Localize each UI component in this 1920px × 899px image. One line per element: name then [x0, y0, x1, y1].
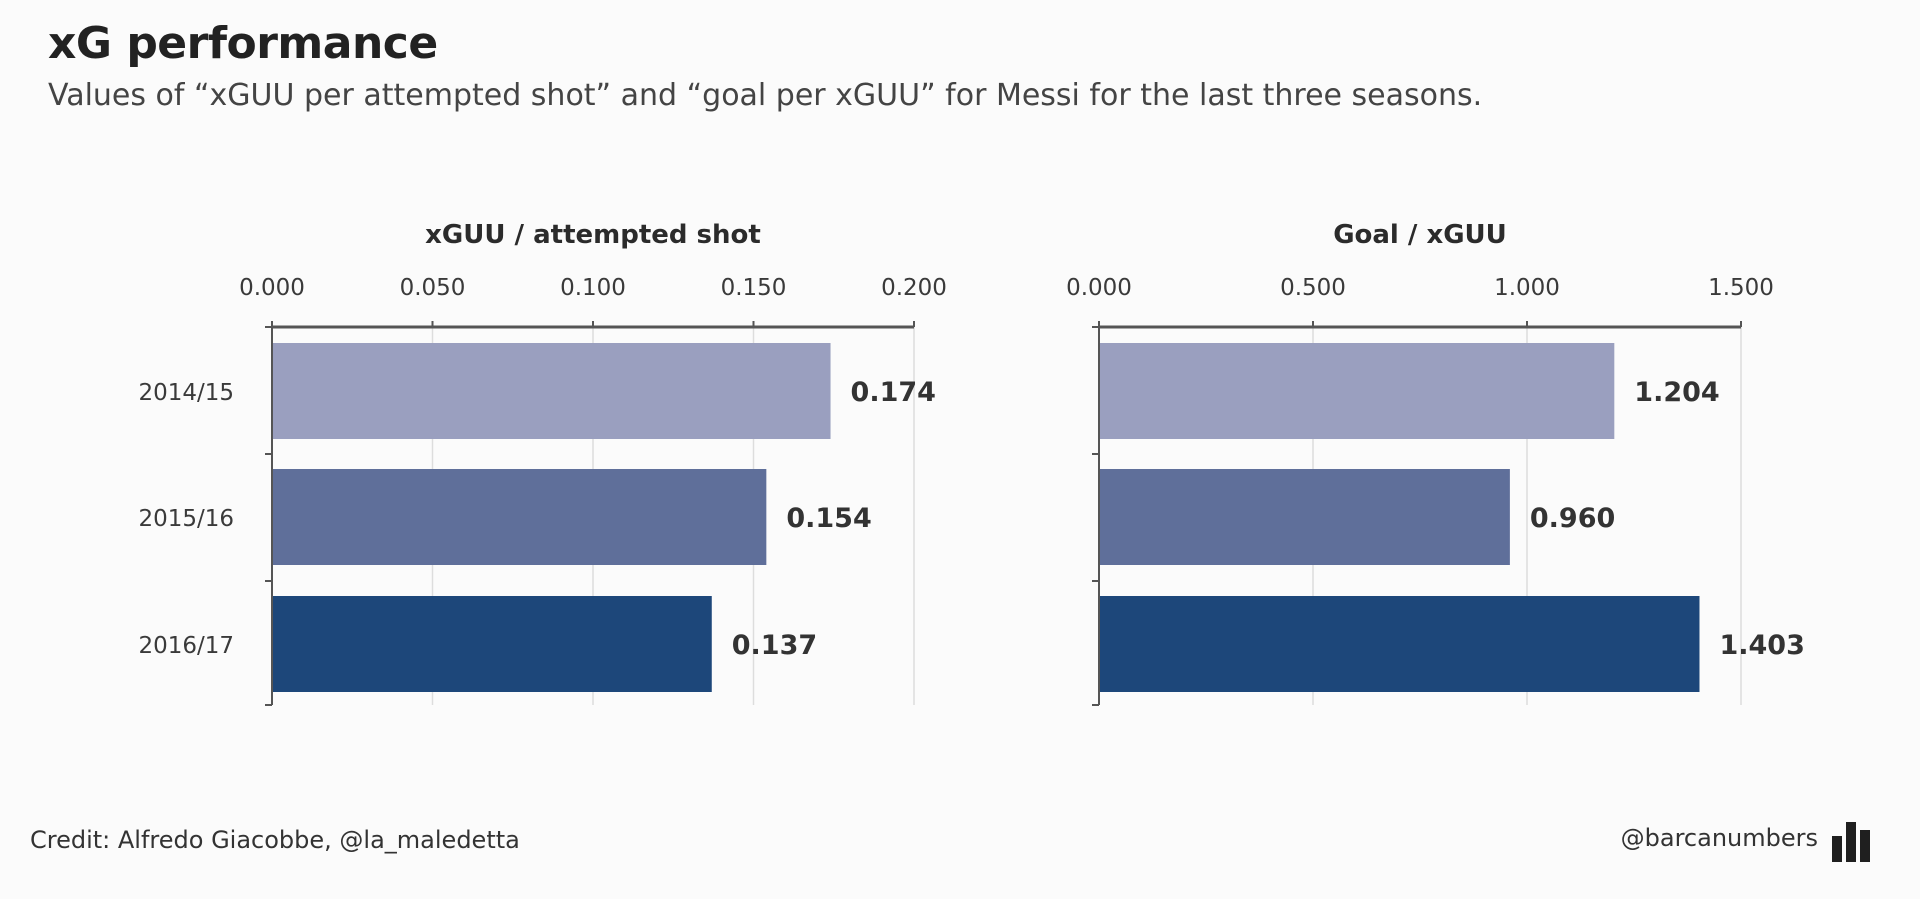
value-label: 0.174 [851, 377, 936, 408]
panel-title: xGUU / attempted shot [425, 220, 761, 250]
bar [273, 469, 767, 565]
bar [273, 343, 831, 439]
brand: @barcanumbers [1621, 814, 1870, 862]
bar [1100, 343, 1615, 439]
value-label: 1.204 [1634, 377, 1719, 408]
bar-chart-icon [1832, 814, 1870, 862]
bar [1100, 596, 1700, 692]
panel-title: Goal / xGUU [1333, 220, 1507, 250]
category-label: 2015/16 [138, 506, 234, 532]
x-tick-label: 0.000 [239, 275, 305, 301]
chart-subtitle: Values of “xGUU per attempted shot” and … [48, 78, 1483, 113]
category-label: 2014/15 [138, 380, 234, 406]
category-label: 2016/17 [138, 633, 234, 659]
x-tick-label: 1.000 [1494, 275, 1560, 301]
value-label: 0.154 [786, 503, 871, 534]
x-tick-label: 0.150 [721, 275, 787, 301]
x-tick-label: 0.200 [881, 275, 947, 301]
bar [1100, 469, 1510, 565]
value-label: 1.403 [1719, 630, 1804, 661]
x-tick-label: 0.050 [400, 275, 466, 301]
chart-title: xG performance [48, 18, 438, 69]
x-tick-label: 0.000 [1066, 275, 1132, 301]
x-tick-label: 0.100 [560, 275, 626, 301]
bar [273, 596, 712, 692]
brand-handle: @barcanumbers [1620, 824, 1818, 852]
credit-line: Credit: Alfredo Giacobbe, @la_maledetta [30, 826, 520, 854]
value-label: 0.137 [732, 630, 817, 661]
value-label: 0.960 [1530, 503, 1615, 534]
x-tick-label: 0.500 [1280, 275, 1346, 301]
x-tick-label: 1.500 [1708, 275, 1774, 301]
